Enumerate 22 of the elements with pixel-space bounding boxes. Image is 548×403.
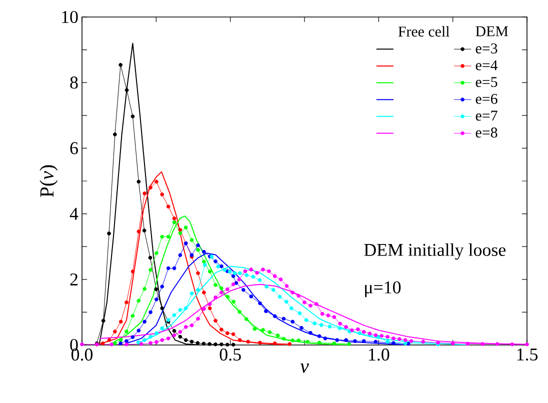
x-tick-label: 1.5 [517, 348, 538, 361]
y-tick-label: 4 [70, 208, 78, 220]
y-tick-label: 10 [62, 10, 78, 24]
legend-label: e=8 [476, 128, 498, 138]
y-tick-label: 0 [70, 338, 78, 352]
legend-label: e=3 [476, 43, 498, 54]
legend-label: e=4 [476, 60, 498, 70]
y-tick-label: 8 [70, 76, 78, 89]
x-tick-label: 0.0 [71, 348, 93, 361]
annotation: μ=10 [365, 281, 401, 298]
legend-label: e=5 [476, 77, 498, 88]
y-tick-label: 2 [70, 273, 78, 286]
legend-label: e=6 [476, 94, 498, 104]
x-tick-label: 0.5 [220, 348, 241, 361]
x-tick-label: 1.0 [369, 348, 390, 361]
annotation: Free cell [398, 26, 450, 37]
annotation: DEM initially loose [364, 243, 506, 260]
annotation: DEM [476, 26, 508, 36]
y-axis-title: P(v) [40, 165, 58, 198]
y-tick-label: 6 [70, 142, 78, 154]
legend-label: e=7 [476, 110, 498, 121]
x-axis-title: v [300, 364, 309, 373]
